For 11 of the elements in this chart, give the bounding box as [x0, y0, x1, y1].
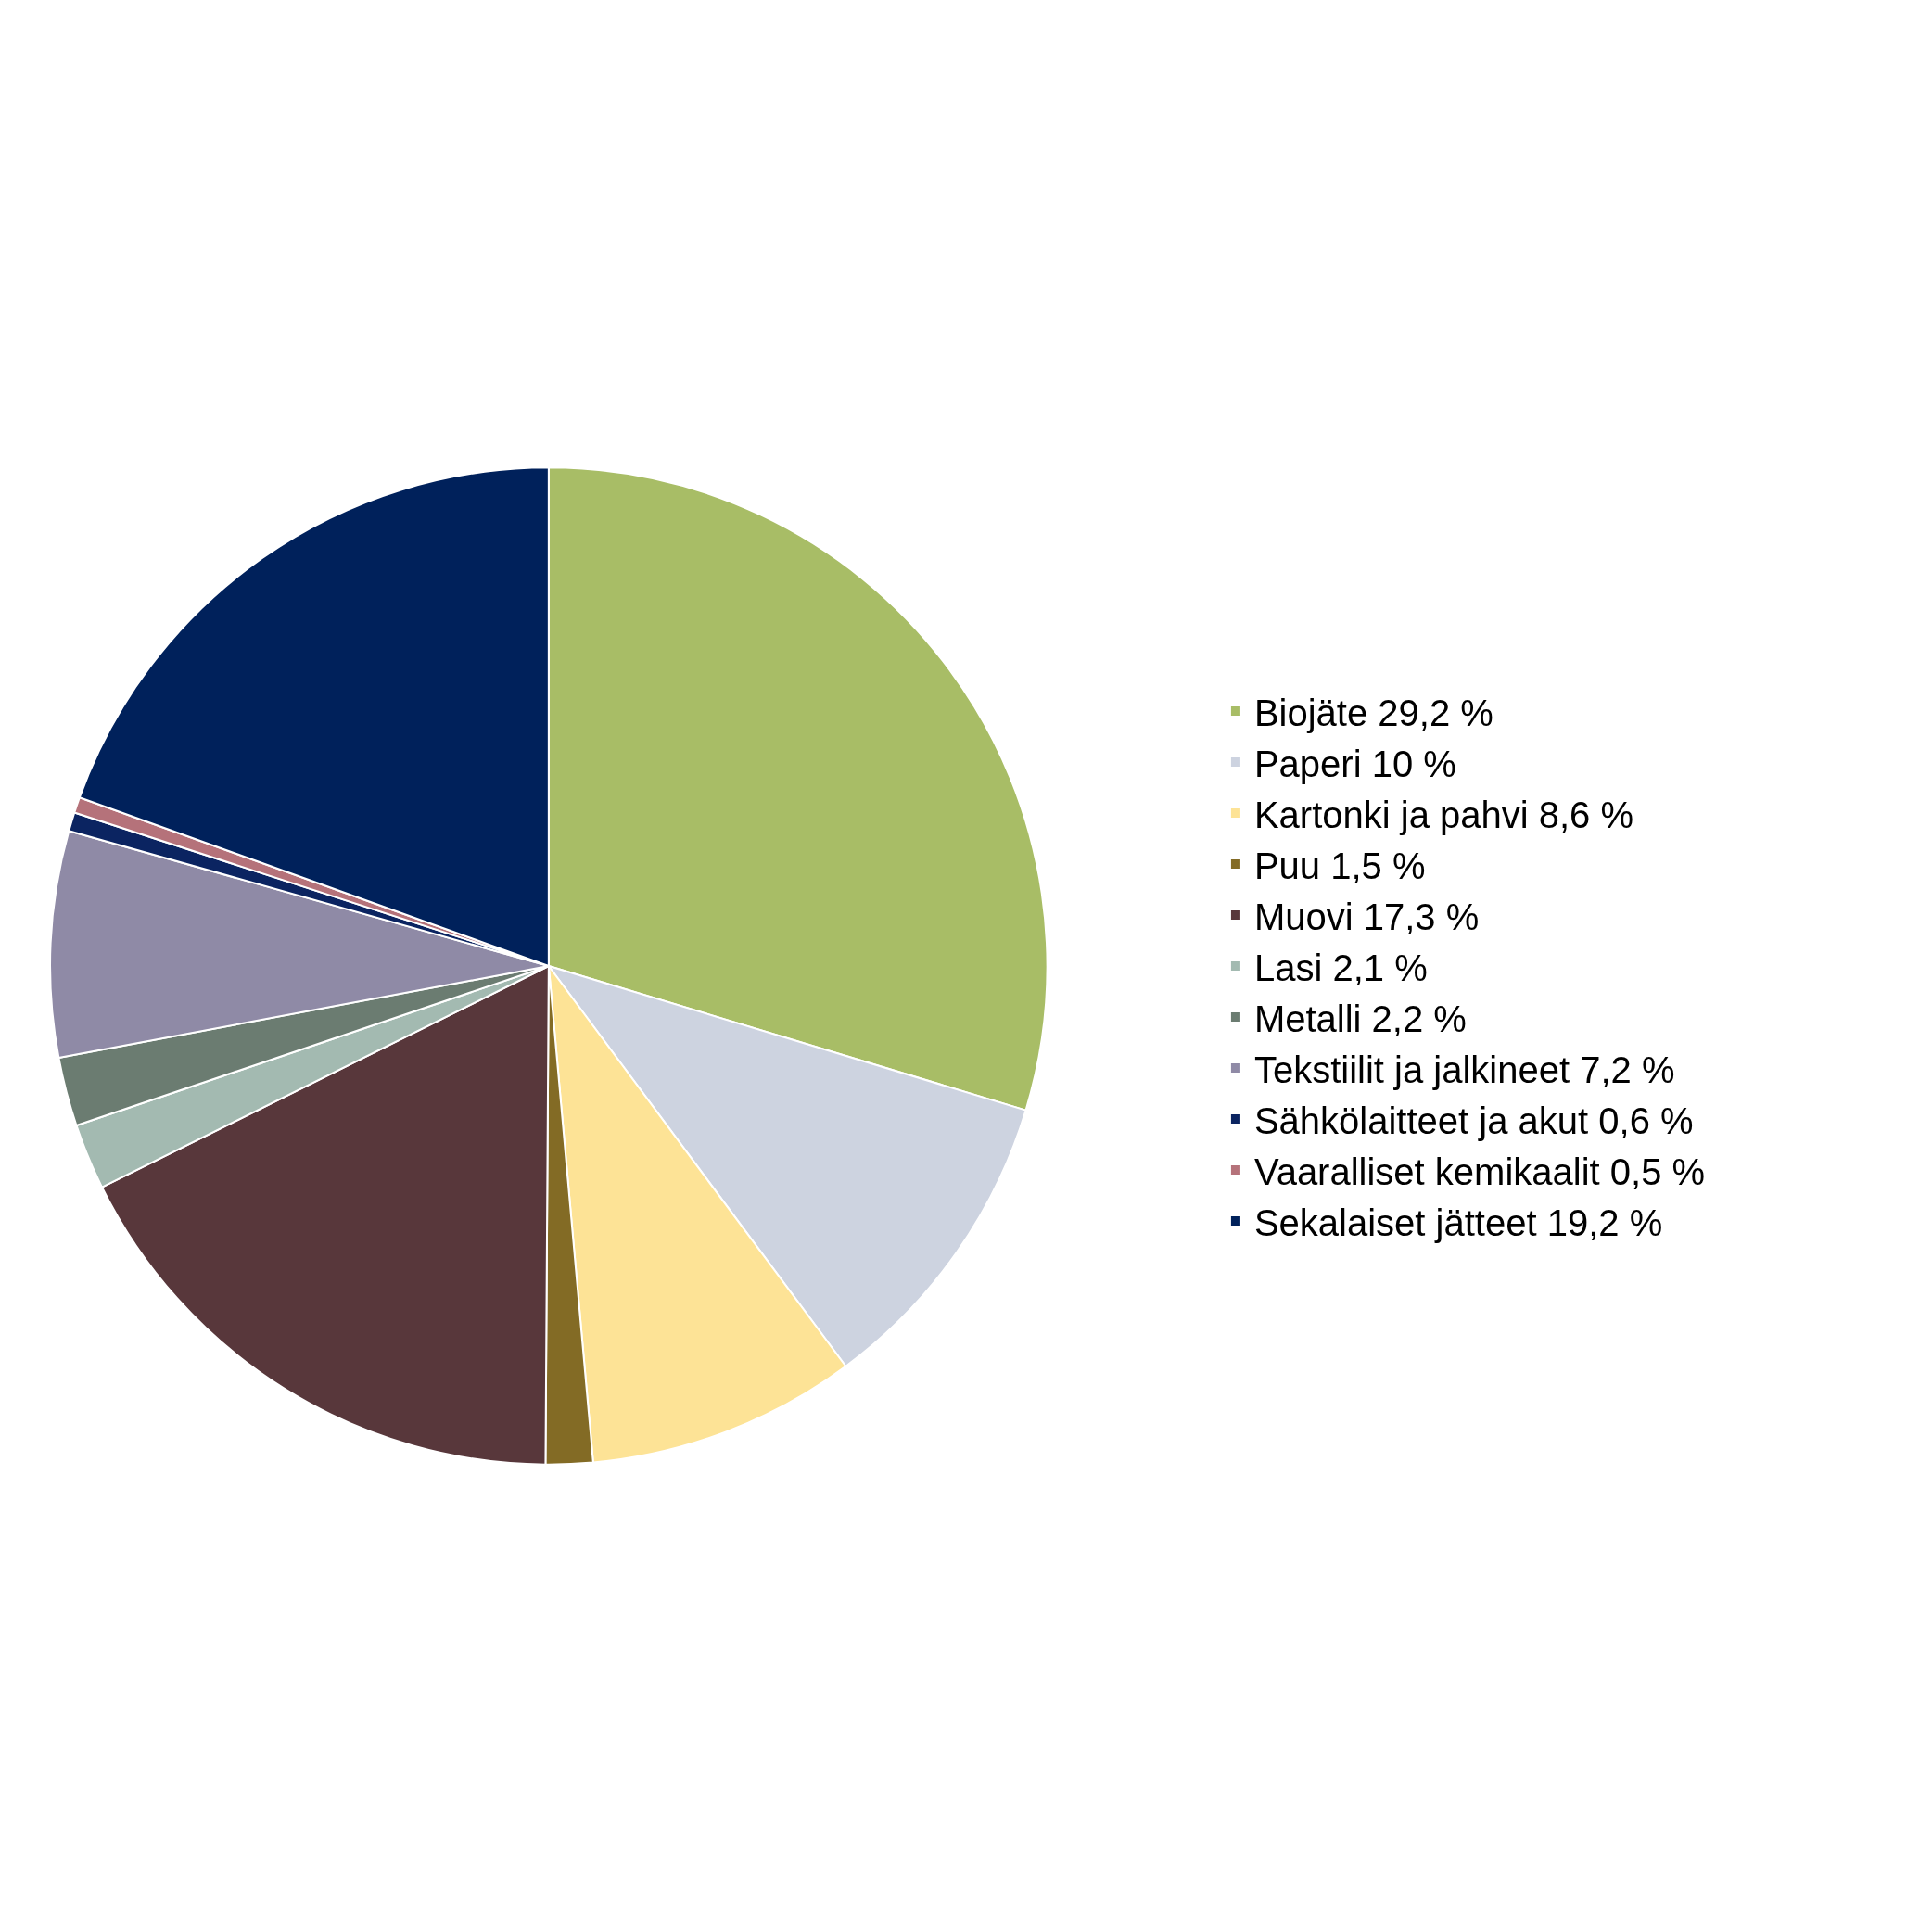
legend-label: Metalli 2,2 %: [1253, 998, 1467, 1039]
legend-label: Lasi 2,1 %: [1253, 947, 1428, 988]
legend-label: Biojäte 29,2 %: [1253, 692, 1493, 733]
legend-label: Paperi 10 %: [1253, 743, 1456, 784]
legend-label: Puu 1,5 %: [1253, 845, 1426, 886]
legend-label: Muovi 17,3 %: [1253, 896, 1480, 937]
legend-label: Kartonki ja pahvi 8,6 %: [1253, 794, 1634, 835]
legend-label: Sekalaiset jätteet 19,2 %: [1253, 1201, 1663, 1243]
legend-label: Tekstiilit ja jalkineet 7,2 %: [1253, 1049, 1675, 1090]
legend-label: Vaaralliset kemikaalit 0,5 %: [1253, 1150, 1706, 1192]
legend-label: Sähkölaitteet ja akut 0,6 %: [1253, 1099, 1694, 1141]
